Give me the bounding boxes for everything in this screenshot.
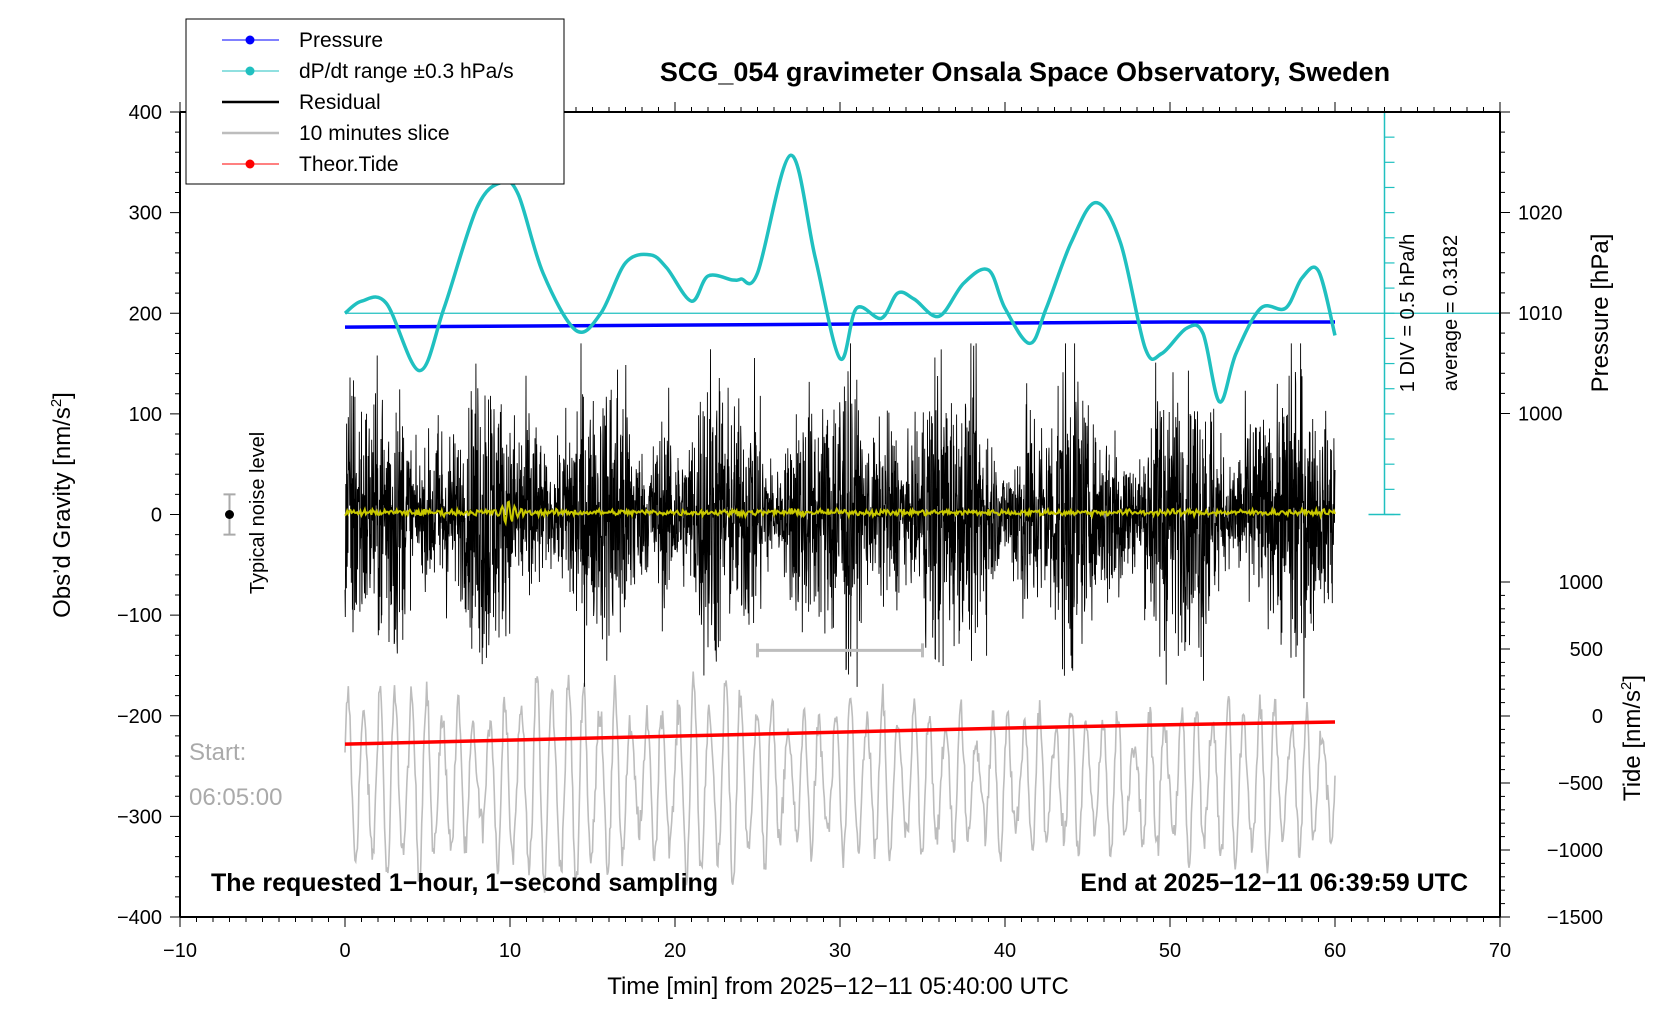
y-tick-label-left: −200 [117,706,162,728]
y-tick-label-left: 200 [129,303,162,325]
legend-label: Pressure [299,29,383,52]
y-tick-label-left: 0 [151,505,162,527]
y-tick-label-pressure: 1010 [1518,303,1563,325]
y-axis-label-pressure: Pressure [hPa] [1587,234,1614,393]
start-label: Start: [189,739,246,766]
x-tick-label: 60 [1324,940,1346,962]
y-axis-label-gravity: Obs’d Gravity [nm/s2] [48,392,76,618]
start-time: 06:05:00 [189,784,282,811]
y-tick-label-tide: −1500 [1547,907,1603,929]
x-tick-label: 30 [829,940,851,962]
y-tick-label-left: −400 [117,907,162,929]
series-dpdt-range [343,153,1337,404]
x-tick-label: −10 [163,940,197,962]
y-tick-label-left: 300 [129,203,162,225]
legend-marker [245,35,255,45]
x-tick-label: 70 [1489,940,1511,962]
series-theor-tide [344,720,1336,746]
y-tick-label-left: 100 [129,404,162,426]
legend: Pressure dP/dt range ±0.3 hPa/s Residual 10… [185,18,565,185]
footer-left-text: The requested 1−hour, 1−second sampling [211,869,718,897]
y-tick-label-left: 400 [129,102,162,124]
y-tick-label-tide: 1000 [1559,572,1604,594]
y-tick-label-tide: −1000 [1547,840,1603,862]
x-tick-label: 50 [1159,940,1181,962]
legend-label: 10 minutes slice [299,122,450,145]
noise-level-label: Typical noise level [247,432,269,594]
x-axis-label: Time [min] from 2025−12−11 05:40:00 UTC [607,973,1069,1000]
y-axis-label-tide: Tide [nm/s2] [1618,675,1646,801]
noise-point [225,510,234,519]
plot-area: −10 0 10 20 30 40 50 60 704003002001000−100−200−… [117,102,1603,962]
series-residual-smoothed [344,500,1336,527]
y-tick-label-tide: −500 [1558,773,1603,795]
scale-bar-average-text: average = 0.3182 [1440,235,1462,391]
x-tick-label: 40 [994,940,1016,962]
x-tick-label: 20 [664,940,686,962]
x-tick-label: 10 [499,940,521,962]
legend-label: Residual [299,91,381,114]
chart-title: SCG_054 gravimeter Onsala Space Observat… [660,57,1390,87]
scale-bar-div-text: 1 DIV = 0.5 hPa/h [1397,234,1419,392]
legend-marker [245,66,255,76]
series-residual [344,343,1336,699]
y-tick-label-tide: 500 [1570,639,1603,661]
series-pressure [344,320,1335,329]
y-tick-label-left: −300 [117,806,162,828]
legend-label: dP/dt range ±0.3 hPa/s [299,60,514,83]
y-tick-label-left: −100 [117,605,162,627]
legend-label: Theor.Tide [299,153,399,176]
y-tick-label-tide: 0 [1592,706,1603,728]
y-tick-label-pressure: 1000 [1518,404,1563,426]
legend-marker [245,159,255,169]
series-10-minutes-slice [344,671,1336,893]
y-tick-label-pressure: 1020 [1518,203,1563,225]
x-tick-label: 0 [339,940,350,962]
footer-right-text: End at 2025−12−11 06:39:59 UTC [1080,869,1468,897]
